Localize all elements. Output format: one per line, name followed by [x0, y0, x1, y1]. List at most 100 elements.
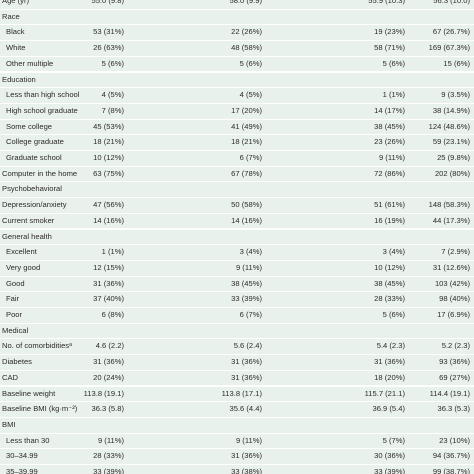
cell-value: 6 (7%)	[239, 310, 262, 319]
cell-value: 3 (4%)	[382, 247, 405, 257]
cell-value: 26 (63%)	[93, 43, 124, 53]
cell-value: 36.9 (5.4)	[372, 404, 405, 414]
cell-value: 28 (33%)	[93, 451, 124, 461]
row-label: Some college	[6, 121, 53, 131]
table-row: Baseline BMI (kg·m⁻²) 36.3 (5.8) 35.6 (4.4…	[0, 402, 474, 417]
cell-value: 59 (23.1%)	[432, 137, 470, 147]
cell-value: 5 (6%)	[382, 58, 405, 68]
cell-value: 51 (61%)	[374, 200, 405, 210]
row-label: 35–39.99	[6, 467, 38, 474]
cell-value: 14 (16%)	[231, 215, 262, 225]
table-row: Age (yr) 55.0 (9.8) 58.0 (9.9) 55.9 (10.3) 5…	[0, 0, 474, 9]
row-label: Current smoker	[2, 215, 55, 225]
row-label: Depression/anxiety	[2, 200, 67, 210]
section-row: Psychobehavioral	[0, 182, 474, 198]
cell-value: 202 (80%)	[434, 168, 470, 178]
table-row: Less than 30 9 (11%) 9 (11%) 5 (7%) 23 (10%)	[0, 433, 474, 449]
cell-value: 169 (67.3%)	[428, 43, 470, 53]
cell-value: 5.4 (2.3)	[376, 341, 405, 351]
cell-value: 33 (39%)	[374, 467, 405, 474]
row-label: High school graduate	[6, 105, 78, 115]
row-label: CAD	[2, 372, 19, 382]
cell-value: 5 (6%)	[239, 58, 262, 68]
row-label: Poor	[6, 310, 23, 319]
cell-value: 33 (39%)	[93, 467, 124, 474]
cell-value: 69 (27%)	[439, 372, 470, 382]
cell-value: 1 (1%)	[101, 247, 124, 257]
table-row: Baseline weight 113.8 (19.1) 113.8 (17.1) 1…	[0, 386, 474, 402]
cell-value: 18 (21%)	[231, 137, 262, 147]
row-label: Diabetes	[2, 357, 32, 367]
section-row: BMI	[0, 417, 474, 433]
cell-value: 17 (6.9%)	[437, 310, 470, 319]
row-label: Fair	[6, 294, 20, 304]
cell-value: 58.0 (9.9)	[229, 0, 262, 5]
cell-value: 4.6 (2.2)	[95, 341, 124, 351]
cell-value: 1 (1%)	[382, 90, 405, 100]
cell-value: 6 (8%)	[101, 310, 124, 319]
table-row: 30–34.99 28 (33%) 31 (36%) 30 (36%) 94 (36.7…	[0, 449, 474, 464]
section-row: Medical	[0, 323, 474, 339]
section-label: Education	[2, 74, 36, 84]
row-label: Other multiple	[6, 58, 54, 68]
section-label: Psychobehavioral	[2, 184, 62, 194]
cell-value: 23 (10%)	[439, 435, 470, 445]
cell-value: 55.0 (9.8)	[91, 0, 124, 5]
cell-value: 7 (2.9%)	[441, 247, 470, 257]
cell-value: 94 (36.7%)	[432, 451, 470, 461]
row-label: Baseline BMI (kg·m⁻²)	[2, 404, 78, 414]
row-label: White	[6, 43, 26, 53]
table-row: 35–39.99 33 (39%) 33 (38%) 33 (39%) 99 (38.7…	[0, 465, 474, 474]
table-row: High school graduate 7 (8%) 17 (20%) 14 (17…	[0, 103, 474, 119]
cell-value: 48 (58%)	[231, 43, 262, 53]
cell-value: 22 (26%)	[231, 27, 262, 37]
cell-value: 148 (58.3%)	[428, 200, 470, 210]
section-row: Race	[0, 9, 474, 25]
table-row: Black 53 (31%) 22 (26%) 19 (23%) 67 (26.7%)	[0, 25, 474, 41]
cell-value: 124 (48.6%)	[428, 121, 470, 131]
cell-value: 31 (36%)	[231, 357, 262, 367]
cell-value: 9 (11%)	[378, 153, 405, 162]
cell-value: 55.9 (10.3)	[368, 0, 405, 5]
cell-value: 31 (12.6%)	[432, 262, 470, 272]
cell-value: 38 (14.9%)	[432, 105, 470, 115]
cell-value: 31 (36%)	[374, 357, 405, 367]
cell-value: 98 (40%)	[439, 294, 470, 304]
cell-value: 7 (8%)	[101, 105, 124, 115]
cell-value: 9 (11%)	[235, 435, 262, 445]
cell-value: 25 (9.8%)	[437, 153, 470, 162]
table-row: White 26 (63%) 48 (58%) 58 (71%) 169 (67.3%)	[0, 41, 474, 56]
cell-value: 4 (5%)	[239, 90, 262, 100]
table-row: Graduate school 10 (12%) 6 (7%) 9 (11%) 25 (…	[0, 151, 474, 166]
cell-value: 14 (16%)	[93, 215, 124, 225]
table-row: Diabetes 31 (36%) 31 (36%) 31 (36%) 93 (36%)	[0, 355, 474, 370]
table-row: Computer in the home 63 (75%) 67 (78%) 72 (…	[0, 166, 474, 182]
row-label: Less than 30	[6, 435, 50, 445]
cell-value: 36.3 (5.8)	[91, 404, 124, 414]
cell-value: 38 (45%)	[374, 278, 405, 288]
cell-value: 10 (12%)	[374, 262, 405, 272]
cell-value: 41 (49%)	[231, 121, 262, 131]
cell-value: 9 (3.5%)	[441, 90, 470, 100]
cell-value: 58 (71%)	[374, 43, 405, 53]
table-row: Other multiple 5 (6%) 5 (6%) 5 (6%) 15 (6%)	[0, 56, 474, 72]
row-label: 30–34.99	[6, 451, 38, 461]
cell-value: 31 (36%)	[231, 372, 262, 382]
cell-value: 56.3 (10.0)	[433, 0, 470, 5]
cell-value: 72 (86%)	[374, 168, 405, 178]
cell-value: 19 (23%)	[374, 27, 405, 37]
table-row: College graduate 18 (21%) 18 (21%) 23 (26%)…	[0, 135, 474, 150]
cell-value: 28 (33%)	[374, 294, 405, 304]
cell-value: 4 (5%)	[101, 90, 124, 100]
cell-value: 31 (36%)	[231, 451, 262, 461]
cell-value: 10 (12%)	[93, 153, 124, 162]
cell-value: 114.4 (19.1)	[429, 388, 470, 398]
cell-value: 5.6 (2.4)	[233, 341, 262, 351]
cell-value: 5.2 (2.3)	[441, 341, 470, 351]
cell-value: 103 (42%)	[434, 278, 470, 288]
row-label: Good	[6, 278, 25, 288]
row-label: Less than high school	[6, 90, 80, 100]
cell-value: 33 (38%)	[231, 467, 262, 474]
cell-value: 15 (6%)	[443, 58, 470, 68]
cell-value: 93 (36%)	[439, 357, 470, 367]
